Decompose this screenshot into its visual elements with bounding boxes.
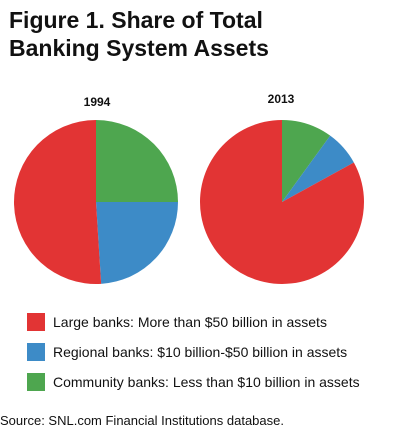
pie-2013-label: 2013 (267, 92, 295, 106)
legend-swatch-community-banks (27, 373, 45, 391)
legend-item-regional-banks: Regional banks: $10 billion-$50 billion … (27, 341, 417, 363)
legend-swatch-large-banks (27, 313, 45, 331)
pie-2013-slice-regional-banks (282, 135, 354, 202)
legend-label-large-banks: Large banks: More than $50 billion in as… (53, 314, 327, 330)
title-line-2: Banking System Assets (9, 35, 269, 61)
pie-1994-slice-large-banks (13, 120, 102, 284)
pie-1994-slice-community-banks (96, 120, 178, 202)
pie-1994 (13, 120, 178, 284)
legend-item-community-banks: Community banks: Less than $10 billion i… (27, 371, 417, 393)
legend-label-community-banks: Community banks: Less than $10 billion i… (53, 374, 360, 390)
pie-2013 (200, 120, 365, 285)
pie-2013-slice-community-banks (282, 120, 331, 202)
legend-swatch-regional-banks (27, 343, 45, 361)
pie-1994-label: 1994 (83, 95, 111, 109)
legend-label-regional-banks: Regional banks: $10 billion-$50 billion … (53, 344, 348, 360)
title-line-1: Figure 1. Share of Total (9, 7, 263, 33)
pie-1994-slice-regional-banks (96, 202, 178, 284)
pie-charts (13, 120, 365, 285)
chart-title: Figure 1. Share of Total Banking System … (9, 6, 409, 62)
pie-2013-slice-large-banks (200, 120, 365, 285)
source-note: Source: SNL.com Financial Institutions d… (0, 413, 284, 428)
legend: Large banks: More than $50 billion in as… (27, 311, 417, 401)
legend-item-large-banks: Large banks: More than $50 billion in as… (27, 311, 417, 333)
